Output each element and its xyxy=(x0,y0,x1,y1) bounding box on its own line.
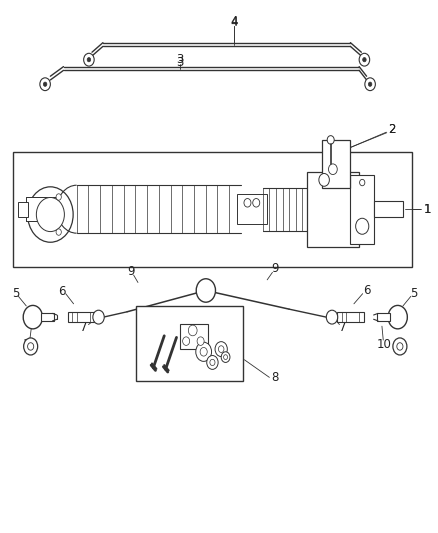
Text: 7: 7 xyxy=(339,321,346,334)
Bar xyxy=(13,152,412,266)
Circle shape xyxy=(365,78,375,91)
Circle shape xyxy=(359,53,370,66)
Text: 10: 10 xyxy=(22,338,37,351)
Circle shape xyxy=(28,187,73,242)
Circle shape xyxy=(319,173,329,187)
Circle shape xyxy=(221,352,230,362)
Text: 10: 10 xyxy=(377,338,392,351)
Circle shape xyxy=(93,310,104,324)
Text: 1: 1 xyxy=(423,203,431,216)
Circle shape xyxy=(328,164,337,175)
Circle shape xyxy=(397,343,403,350)
Circle shape xyxy=(207,356,218,369)
Circle shape xyxy=(56,194,61,200)
Circle shape xyxy=(244,198,251,207)
Bar xyxy=(322,140,350,188)
Bar xyxy=(377,313,390,321)
Circle shape xyxy=(84,53,94,66)
Text: 2: 2 xyxy=(388,123,396,136)
Circle shape xyxy=(40,78,50,91)
Circle shape xyxy=(388,305,407,329)
Circle shape xyxy=(43,82,47,86)
Text: 4: 4 xyxy=(230,16,238,29)
Circle shape xyxy=(28,343,34,350)
Bar xyxy=(237,194,267,224)
Bar xyxy=(350,175,374,244)
Circle shape xyxy=(219,346,224,352)
Circle shape xyxy=(327,135,334,144)
Circle shape xyxy=(200,348,207,356)
Bar xyxy=(41,313,54,321)
Circle shape xyxy=(368,82,372,86)
Text: 4: 4 xyxy=(230,15,238,28)
Circle shape xyxy=(196,342,212,361)
Circle shape xyxy=(24,338,38,355)
Circle shape xyxy=(326,310,338,324)
Circle shape xyxy=(393,338,407,355)
Circle shape xyxy=(23,305,42,329)
Circle shape xyxy=(253,198,260,207)
Circle shape xyxy=(36,197,64,231)
Circle shape xyxy=(356,219,369,235)
Bar xyxy=(18,201,28,216)
Text: 5: 5 xyxy=(12,287,19,300)
Text: 9: 9 xyxy=(127,265,134,278)
Circle shape xyxy=(360,179,365,185)
Circle shape xyxy=(87,58,91,62)
Text: 8: 8 xyxy=(272,371,279,384)
Bar xyxy=(180,324,208,349)
Text: 1: 1 xyxy=(423,203,431,216)
Text: 3: 3 xyxy=(176,56,183,69)
Text: 6: 6 xyxy=(58,285,66,297)
Circle shape xyxy=(56,229,61,235)
Text: 9: 9 xyxy=(271,262,279,275)
Text: 7: 7 xyxy=(80,321,88,334)
Text: 6: 6 xyxy=(363,284,371,297)
Circle shape xyxy=(215,342,227,357)
Bar xyxy=(337,312,364,322)
Circle shape xyxy=(210,359,215,366)
Circle shape xyxy=(196,279,215,302)
Bar xyxy=(307,172,359,246)
Text: 2: 2 xyxy=(388,123,396,136)
Circle shape xyxy=(223,355,228,360)
Bar xyxy=(26,197,57,221)
Text: 5: 5 xyxy=(410,287,417,300)
Bar xyxy=(136,306,243,381)
Bar xyxy=(374,201,403,217)
Text: 3: 3 xyxy=(176,53,183,66)
Circle shape xyxy=(197,337,204,345)
Circle shape xyxy=(188,325,197,336)
Circle shape xyxy=(183,337,190,345)
Circle shape xyxy=(363,58,366,62)
Bar xyxy=(68,312,94,322)
